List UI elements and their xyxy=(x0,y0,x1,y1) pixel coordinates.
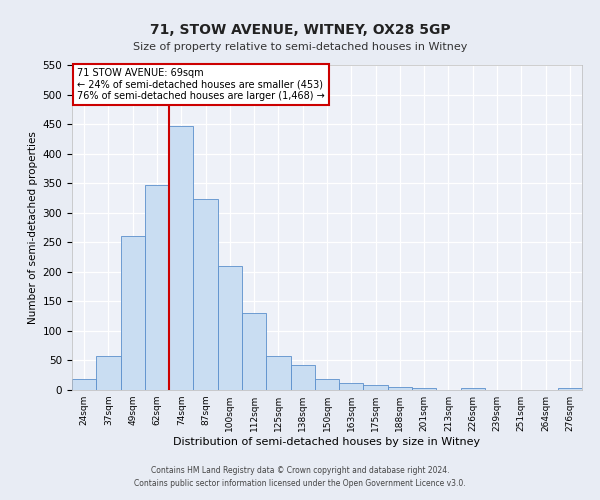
Text: 71 STOW AVENUE: 69sqm
← 24% of semi-detached houses are smaller (453)
76% of sem: 71 STOW AVENUE: 69sqm ← 24% of semi-deta… xyxy=(77,68,325,102)
Bar xyxy=(242,313,266,390)
Text: Contains HM Land Registry data © Crown copyright and database right 2024.
Contai: Contains HM Land Registry data © Crown c… xyxy=(134,466,466,487)
X-axis label: Distribution of semi-detached houses by size in Witney: Distribution of semi-detached houses by … xyxy=(173,437,481,447)
Bar xyxy=(193,199,218,390)
Bar xyxy=(339,383,364,390)
Bar xyxy=(218,266,242,390)
Bar xyxy=(121,236,145,390)
Bar xyxy=(72,380,96,390)
Bar xyxy=(169,126,193,390)
Bar xyxy=(96,356,121,390)
Bar xyxy=(388,387,412,390)
Text: 71, STOW AVENUE, WITNEY, OX28 5GP: 71, STOW AVENUE, WITNEY, OX28 5GP xyxy=(149,22,451,36)
Bar xyxy=(290,365,315,390)
Bar xyxy=(558,388,582,390)
Bar xyxy=(461,388,485,390)
Y-axis label: Number of semi-detached properties: Number of semi-detached properties xyxy=(28,131,38,324)
Bar xyxy=(266,356,290,390)
Bar xyxy=(145,185,169,390)
Bar xyxy=(364,386,388,390)
Bar xyxy=(315,380,339,390)
Text: Size of property relative to semi-detached houses in Witney: Size of property relative to semi-detach… xyxy=(133,42,467,51)
Bar xyxy=(412,388,436,390)
